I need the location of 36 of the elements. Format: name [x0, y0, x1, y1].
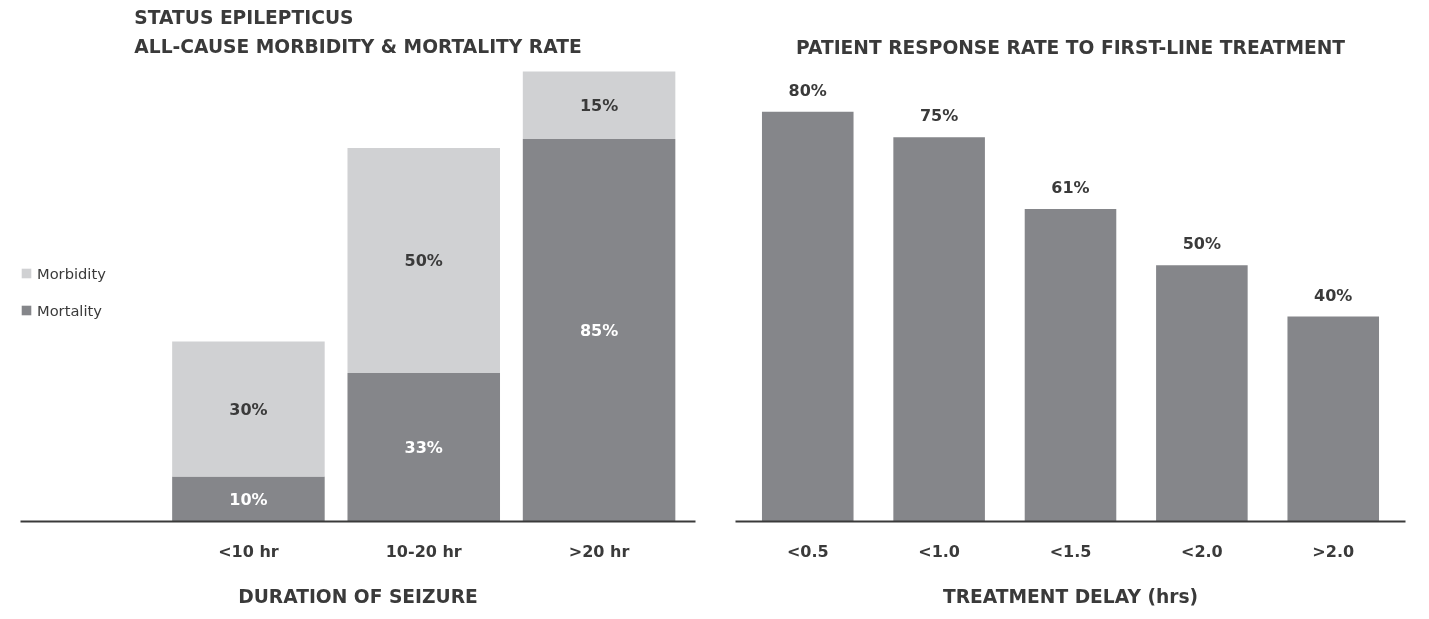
bar	[522, 139, 676, 522]
data-label: 80%	[788, 80, 827, 100]
data-label: 61%	[1051, 178, 1090, 198]
data-label: 40%	[1314, 285, 1353, 305]
x-tick-label: <2.0	[1181, 541, 1223, 561]
data-label: 75%	[919, 106, 959, 126]
bar	[347, 373, 501, 522]
bar	[893, 137, 985, 522]
bar	[522, 71, 676, 139]
bar	[1287, 316, 1380, 522]
x-tick-label: 10-20 hr	[385, 541, 462, 561]
data-label: 15%	[579, 95, 619, 115]
x-tick-label: >20 hr	[568, 541, 630, 561]
bar	[1024, 209, 1117, 522]
legend-label: Mortality	[37, 301, 102, 319]
chart-title: PATIENT RESPONSE RATE TO FIRST-LINE TREATMENT	[795, 36, 1346, 58]
bar	[172, 476, 325, 522]
x-tick-label: <1.5	[1049, 541, 1092, 561]
x-axis-title: DURATION OF SEIZURE	[238, 585, 478, 607]
bar	[1156, 265, 1248, 522]
x-tick-label: <0.5	[786, 541, 829, 561]
data-label: 10%	[229, 489, 268, 509]
x-tick-label: >2.0	[1312, 541, 1355, 561]
data-label: 50%	[1182, 234, 1222, 254]
data-label: 33%	[404, 437, 443, 457]
bar	[761, 111, 854, 522]
bar	[347, 148, 501, 373]
bar	[172, 341, 325, 477]
legend-label: Morbidity	[37, 264, 106, 282]
data-label: 85%	[579, 320, 619, 340]
x-axis-title: TREATMENT DELAY (hrs)	[942, 585, 1199, 607]
data-label: 30%	[229, 399, 268, 419]
x-tick-label: <10 hr	[218, 541, 279, 561]
data-label: 50%	[404, 251, 443, 270]
chart-title: STATUS EPILEPTICUS ALL-CAUSE MORBIDITY & MORTALITY RATE	[134, 7, 582, 58]
x-tick-label: <1.0	[918, 541, 960, 561]
